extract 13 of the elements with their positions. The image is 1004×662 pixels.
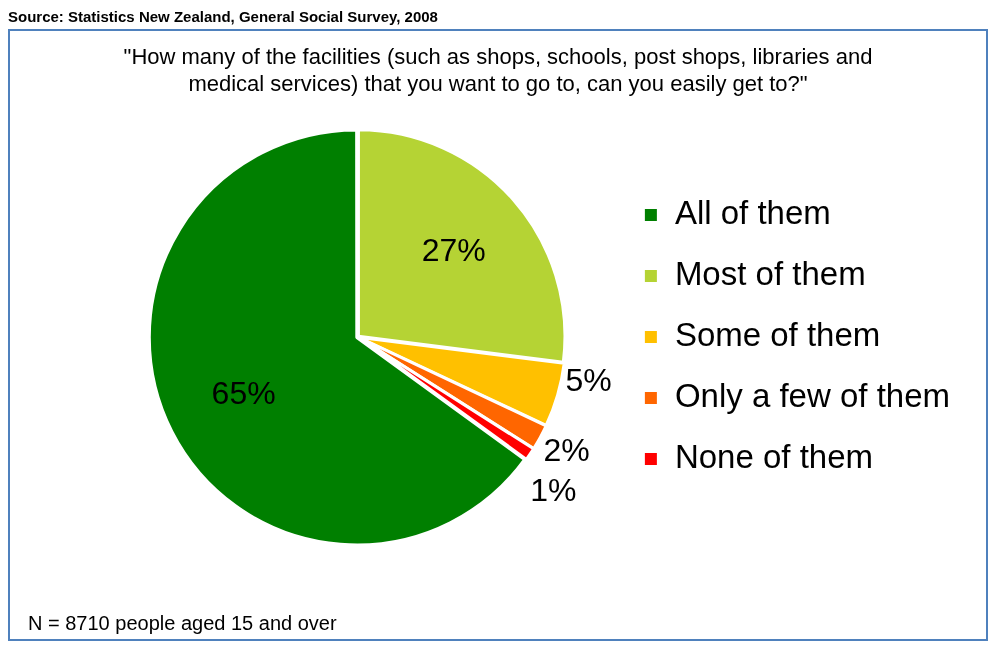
legend-label: Some of them [674, 316, 881, 354]
data-label: 1% [530, 471, 577, 508]
text: N = 8710 people aged 15 and over [28, 612, 337, 635]
data-label: 2% [543, 431, 590, 468]
data-label: 27% [421, 232, 486, 269]
data-label: 65% [211, 374, 276, 411]
chart-title: "How many of the facilities (such as shops, schools, post shops, libraries and medical services) that you want to go to, can you easily get to?" [122, 43, 874, 97]
source-note: Source: Statistics New Zealand, General Social Survey, 2008 [8, 8, 439, 25]
legend-label: Most of them [674, 255, 866, 293]
legend-label: None of them [674, 438, 874, 476]
legend-label: Only a few of them [674, 377, 951, 415]
data-label: 5% [565, 361, 612, 398]
legend-label: All of them [674, 194, 831, 232]
